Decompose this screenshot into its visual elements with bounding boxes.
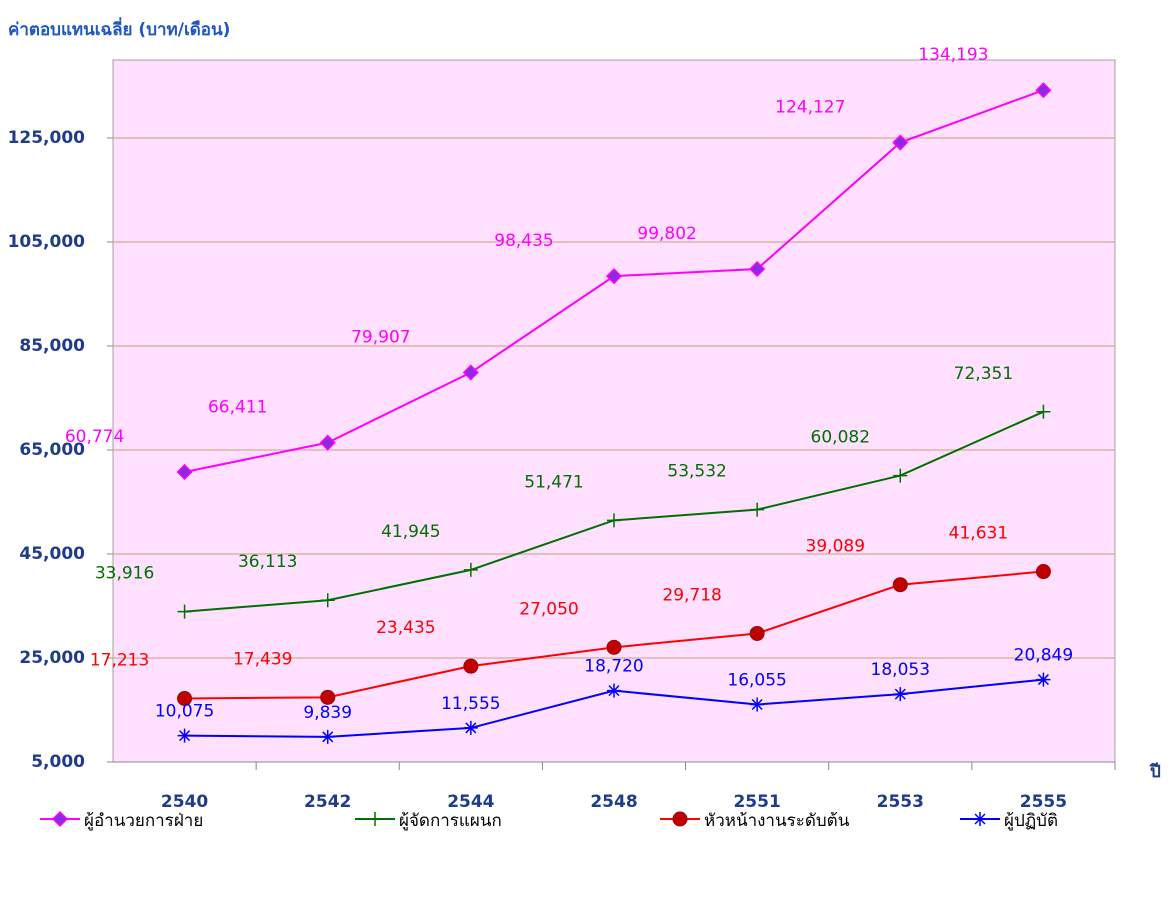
marker <box>1035 564 1051 580</box>
legend-marker <box>973 812 987 826</box>
marker <box>892 577 908 593</box>
marker <box>892 134 909 151</box>
data-label: 41,631 <box>949 524 1008 544</box>
marker <box>320 729 335 744</box>
marker <box>605 268 623 285</box>
x-tick-label: 2555 <box>1020 792 1067 812</box>
marker <box>893 687 908 702</box>
x-axis-label: ปี <box>1149 761 1161 782</box>
marker <box>463 562 478 577</box>
legend-marker <box>51 810 69 828</box>
y-tick-label: 125,000 <box>8 128 86 148</box>
marker <box>177 604 192 619</box>
marker <box>607 683 621 698</box>
y-tick-label: 85,000 <box>19 336 85 356</box>
legend-label: หัวหน้างานระดับต้น <box>704 811 850 831</box>
data-label: 16,055 <box>727 671 786 691</box>
marker <box>176 463 193 481</box>
data-label: 33,916 <box>95 564 154 584</box>
marker <box>749 260 766 278</box>
data-label: 98,435 <box>494 231 553 251</box>
data-label: 72,351 <box>954 364 1013 384</box>
data-label: 66,411 <box>208 398 267 418</box>
data-label: 39,089 <box>806 537 865 557</box>
marker <box>749 625 765 641</box>
marker <box>1035 82 1052 99</box>
data-label: 17,213 <box>90 650 149 670</box>
marker <box>462 364 479 381</box>
y-tick-label: 5,000 <box>31 752 85 772</box>
y-tick-label: 45,000 <box>19 544 85 564</box>
marker <box>750 502 765 517</box>
data-label: 29,718 <box>662 585 721 605</box>
data-label: 124,127 <box>775 98 845 118</box>
x-tick-label: 2548 <box>590 792 637 812</box>
data-label: 41,945 <box>381 522 440 542</box>
y-tick-label: 105,000 <box>8 232 86 252</box>
marker <box>1036 404 1051 419</box>
data-label: 60,082 <box>811 428 870 448</box>
data-label: 60,774 <box>65 427 124 447</box>
marker <box>750 697 765 712</box>
data-label: 18,720 <box>584 657 643 677</box>
data-label: 18,053 <box>871 660 930 680</box>
data-label: 27,050 <box>519 599 578 619</box>
legend-marker <box>672 811 688 827</box>
marker <box>463 720 478 735</box>
legend-label: ผู้อำนวยการฝ่าย <box>84 811 203 831</box>
marker <box>320 593 335 608</box>
data-label: 20,849 <box>1014 646 1073 666</box>
marker <box>893 468 908 483</box>
x-tick-label: 2544 <box>447 792 494 812</box>
x-tick-label: 2542 <box>304 792 351 812</box>
data-label: 99,802 <box>637 224 696 244</box>
marker <box>606 639 622 655</box>
data-label: 134,193 <box>918 45 988 65</box>
data-label: 36,113 <box>238 552 297 572</box>
data-label: 23,435 <box>376 618 435 638</box>
data-label: 51,471 <box>524 472 583 492</box>
chart-title: ค่าตอบแทนเฉลี่ย (บาท/เดือน) <box>8 17 230 40</box>
marker <box>1036 672 1051 687</box>
data-label: 79,907 <box>351 327 410 347</box>
data-label: 17,439 <box>233 649 292 669</box>
marker <box>320 689 336 705</box>
marker <box>319 434 336 451</box>
y-tick-label: 25,000 <box>19 648 85 668</box>
marker <box>177 690 193 706</box>
marker <box>607 513 621 528</box>
legend-marker <box>368 812 382 826</box>
x-tick-label: 2553 <box>877 792 924 812</box>
legend-label: ผู้ปฏิบัติ <box>1004 811 1058 831</box>
data-label: 53,532 <box>667 462 726 482</box>
marker <box>177 728 192 743</box>
data-label: 10,075 <box>155 702 214 722</box>
x-tick-label: 2551 <box>733 792 780 812</box>
marker <box>463 658 479 674</box>
data-label: 11,555 <box>441 694 500 714</box>
y-tick-label: 65,000 <box>19 440 85 460</box>
x-tick-label: 2540 <box>161 792 208 812</box>
data-label: 9,839 <box>303 703 352 723</box>
legend-label: ผู้จัดการแผนก <box>399 811 502 831</box>
